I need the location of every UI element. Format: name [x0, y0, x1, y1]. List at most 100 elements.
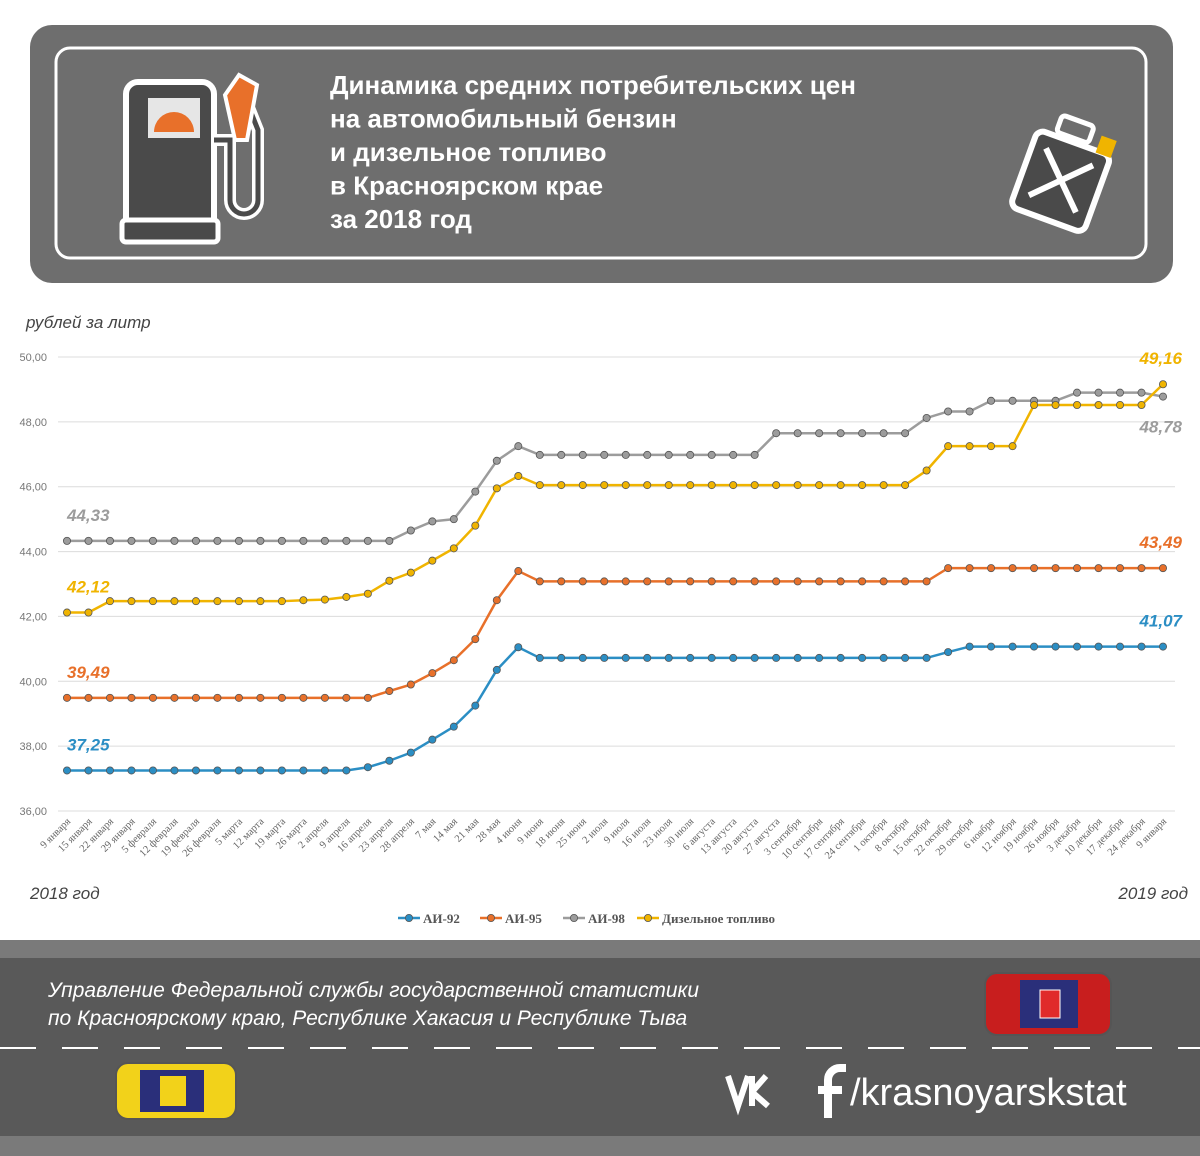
point [557, 653, 566, 662]
point [1137, 564, 1146, 573]
point [514, 567, 523, 576]
point [1137, 388, 1146, 397]
legend-marker [570, 914, 579, 923]
point [471, 701, 480, 710]
point [987, 564, 996, 573]
point [578, 577, 587, 586]
point [1094, 400, 1103, 409]
y-tick-label: 44,00 [19, 547, 47, 559]
legend-marker [644, 914, 653, 923]
point [320, 766, 329, 775]
point [256, 597, 265, 606]
point [213, 536, 222, 545]
point [406, 568, 415, 577]
point [363, 589, 372, 598]
point [320, 595, 329, 604]
point [148, 536, 157, 545]
y-tick-label: 48,00 [19, 417, 47, 429]
y-tick-label: 50,00 [19, 352, 47, 364]
point [707, 450, 716, 459]
point [406, 680, 415, 689]
value-label: 41,07 [1138, 612, 1183, 631]
point [643, 481, 652, 490]
point [1051, 564, 1060, 573]
point [256, 693, 265, 702]
point [492, 456, 501, 465]
point [815, 577, 824, 586]
point [879, 481, 888, 490]
point [578, 653, 587, 662]
point [793, 577, 802, 586]
point [643, 653, 652, 662]
point [729, 481, 738, 490]
point [1030, 400, 1039, 409]
point [127, 693, 136, 702]
point [1073, 564, 1082, 573]
taxi-car [115, 1062, 237, 1120]
point [63, 766, 72, 775]
point [1116, 388, 1125, 397]
point [664, 450, 673, 459]
point [428, 556, 437, 565]
fuel-pump-icon [119, 72, 264, 245]
legend-label: Дизельное топливо [662, 911, 775, 926]
point [1030, 642, 1039, 651]
point [320, 693, 329, 702]
point [944, 442, 953, 451]
point [170, 536, 179, 545]
point [772, 577, 781, 586]
point [148, 597, 157, 606]
point [514, 472, 523, 481]
point [729, 577, 738, 586]
point [965, 564, 974, 573]
point [686, 450, 695, 459]
title-line: и дизельное топливо [330, 137, 607, 167]
point [578, 450, 587, 459]
point [901, 429, 910, 438]
point [793, 481, 802, 490]
point [621, 577, 630, 586]
point [1008, 642, 1017, 651]
point [1008, 396, 1017, 405]
point [793, 429, 802, 438]
point [858, 429, 867, 438]
point [385, 687, 394, 696]
point [299, 596, 308, 605]
y-tick-label: 36,00 [19, 806, 47, 818]
point [299, 536, 308, 545]
legend-label: АИ-98 [588, 911, 625, 926]
point [514, 442, 523, 451]
value-label: 49,16 [1138, 349, 1182, 368]
facebook-icon [818, 1064, 846, 1118]
point [621, 653, 630, 662]
point [643, 577, 652, 586]
point [858, 653, 867, 662]
point [105, 766, 114, 775]
point [987, 396, 996, 405]
point [686, 653, 695, 662]
point [535, 450, 544, 459]
point [772, 481, 781, 490]
point [234, 597, 243, 606]
point [1073, 388, 1082, 397]
y-tick-label: 40,00 [19, 676, 47, 688]
point [1159, 392, 1168, 401]
point [772, 429, 781, 438]
point [535, 577, 544, 586]
point [342, 536, 351, 545]
point [84, 766, 93, 775]
point [600, 481, 609, 490]
point [84, 693, 93, 702]
point [1094, 642, 1103, 651]
point [492, 484, 501, 493]
value-label: 48,78 [1138, 418, 1182, 437]
point [729, 450, 738, 459]
legend-marker [404, 914, 413, 923]
point [729, 653, 738, 662]
point [471, 521, 480, 530]
point [1116, 642, 1125, 651]
point [858, 481, 867, 490]
point [449, 544, 458, 553]
point [901, 577, 910, 586]
point [449, 515, 458, 524]
